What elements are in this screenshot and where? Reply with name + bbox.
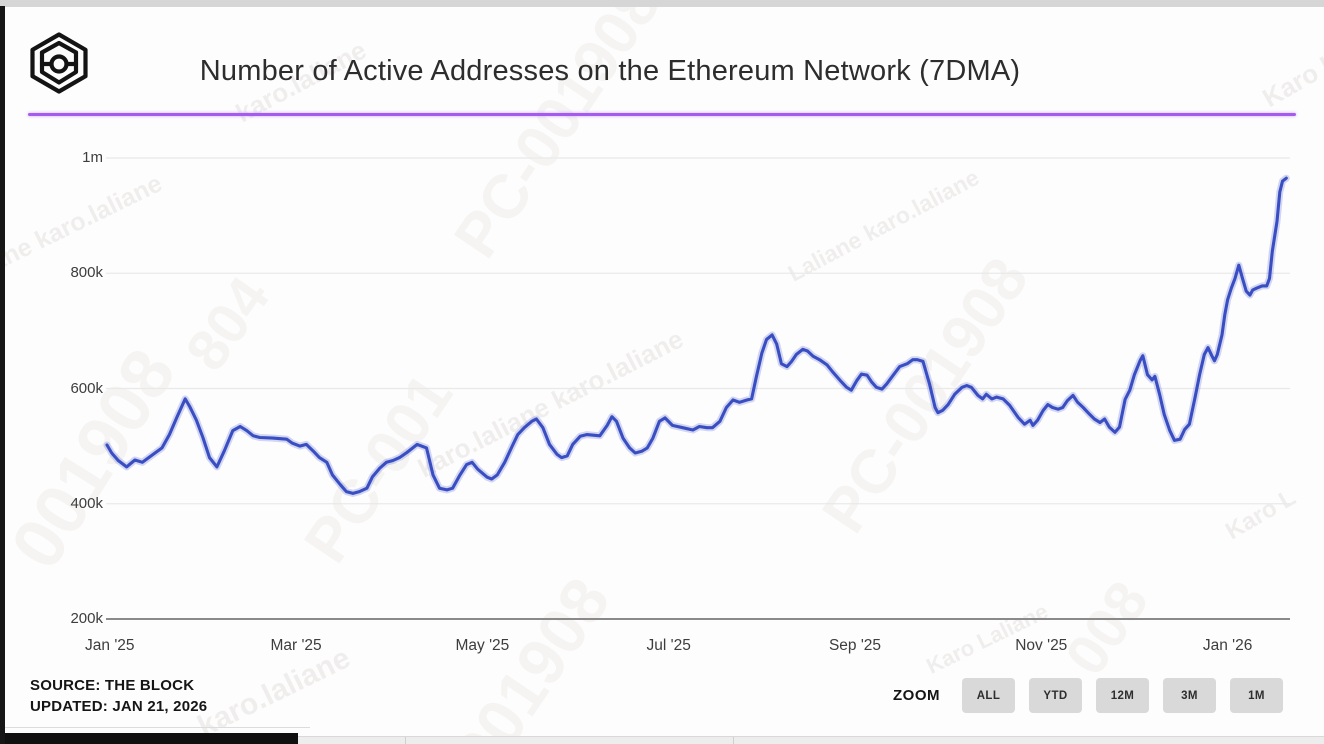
screen-edge-bottom-bar <box>0 736 1324 744</box>
zoom-controls: ZOOM ALL YTD 12M 3M 1M <box>893 678 1283 713</box>
zoom-range-button-3m[interactable]: 3M <box>1163 678 1216 713</box>
bottom-bar-divider <box>733 737 734 744</box>
x-axis-label: Mar '25 <box>270 637 322 654</box>
updated-date: UPDATED: JAN 21, 2026 <box>30 698 208 715</box>
source-attribution: SOURCE: THE BLOCK <box>30 677 195 694</box>
screen-edge-line <box>0 727 310 728</box>
y-axis-label: 1m <box>82 149 103 166</box>
screen-edge-left <box>0 6 5 744</box>
y-axis-label: 800k <box>70 264 103 282</box>
x-axis-label: Sep '25 <box>828 637 882 654</box>
zoom-range-button-ytd[interactable]: YTD <box>1029 678 1082 713</box>
title-accent-rule <box>28 113 1296 116</box>
x-axis-label: Jan '26 <box>1202 637 1253 654</box>
bottom-bar-divider <box>405 737 406 744</box>
zoom-range-button-12m[interactable]: 12M <box>1096 678 1149 713</box>
data-series-line <box>105 176 1288 495</box>
screen-edge-bottom-left <box>0 733 298 744</box>
the-block-logo-icon <box>30 32 88 94</box>
page-title: Number of Active Addresses on the Ethere… <box>199 55 1021 87</box>
data-series-glow <box>103 174 1290 497</box>
y-axis-label: 600k <box>70 379 103 397</box>
screen-edge-top <box>0 0 1324 7</box>
zoom-range-button-1m[interactable]: 1M <box>1230 678 1283 713</box>
zoom-range-button-all[interactable]: ALL <box>962 678 1015 713</box>
y-axis-label: 400k <box>70 494 103 512</box>
x-axis-label: Jan '25 <box>85 637 135 654</box>
zoom-label: ZOOM <box>893 687 940 704</box>
x-axis-label: Jul '25 <box>646 637 691 654</box>
x-axis-label: May '25 <box>455 637 510 654</box>
x-axis-label: Nov '25 <box>1015 637 1068 654</box>
y-axis-label: 200k <box>70 610 103 627</box>
